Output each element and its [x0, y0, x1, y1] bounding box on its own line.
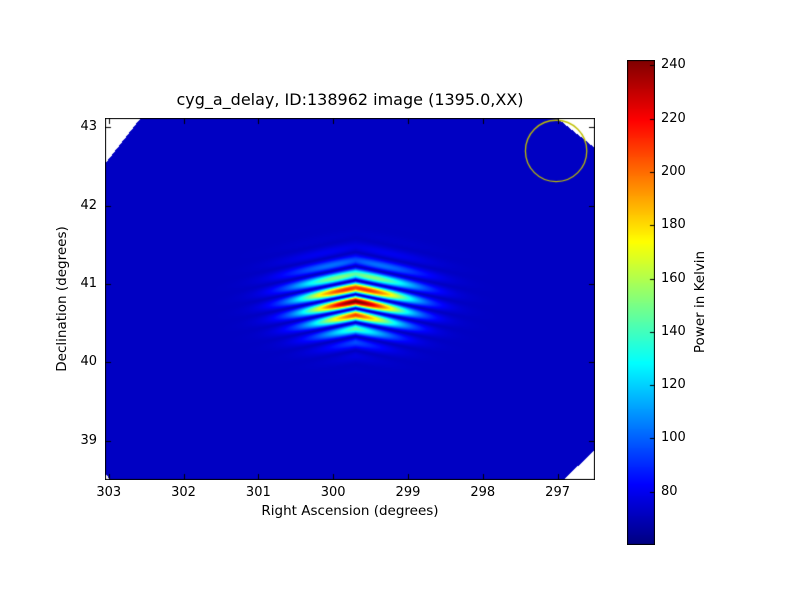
x-tick-label: 302 [171, 485, 196, 500]
colorbar-tick-label: 80 [661, 483, 678, 499]
colorbar-tick-label: 200 [661, 163, 686, 179]
y-axis-label: Declination (degrees) [54, 226, 70, 372]
colorbar-tick-label: 220 [661, 110, 686, 126]
y-tick-label: 43 [80, 119, 97, 135]
colorbar-tick-label: 100 [661, 430, 686, 446]
x-tick-label: 303 [96, 485, 122, 500]
y-tick-label: 39 [80, 432, 97, 448]
x-tick-label: 298 [470, 485, 496, 500]
heatmap-plot [105, 118, 595, 480]
colorbar-tick-label: 240 [661, 57, 686, 73]
colorbar-label: Power in Kelvin [692, 250, 708, 354]
colorbar-tick-label: 180 [661, 217, 686, 233]
x-tick-label: 300 [320, 485, 346, 500]
y-tick-label: 40 [80, 354, 97, 370]
x-tick-label: 301 [245, 485, 271, 500]
colorbar-tick-label: 120 [661, 377, 686, 393]
x-tick-label: 297 [545, 485, 570, 500]
colorbar [627, 60, 655, 545]
x-axis-label: Right Ascension (degrees) [261, 503, 439, 519]
colorbar-tick-label: 160 [661, 270, 686, 286]
y-tick-label: 41 [80, 276, 97, 292]
y-tick-label: 42 [80, 197, 97, 213]
chart-title: cyg_a_delay, ID:138962 image (1395.0,XX) [176, 90, 524, 109]
x-tick-label: 299 [395, 485, 421, 500]
colorbar-tick-label: 140 [661, 323, 686, 339]
